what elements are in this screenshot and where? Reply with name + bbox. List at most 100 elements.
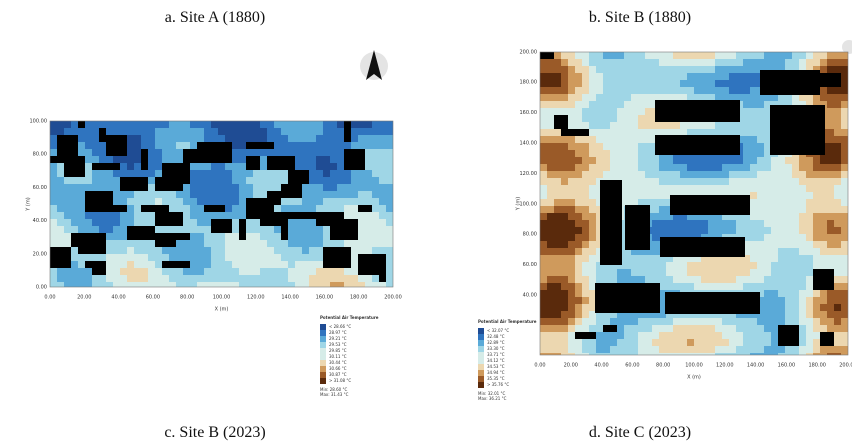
heatmap-cell [323,135,330,142]
heatmap-cell [568,108,575,115]
heatmap-cell [750,192,757,199]
heatmap-cell [694,269,701,276]
heatmap-cell [638,101,645,108]
heatmap-cell [750,80,757,87]
heatmap-cell [316,149,323,156]
heatmap-cell [827,227,834,234]
heatmap-cell [561,94,568,101]
heatmap-cell [715,157,722,164]
heatmap-cell [813,227,820,234]
heatmap-cell [379,184,386,191]
heatmap-cell [267,149,274,156]
heatmap-cell [799,255,806,262]
heatmap-cell [708,80,715,87]
heatmap-cell [386,212,393,219]
heatmap-cell [827,101,834,108]
heatmap-cell [687,283,694,290]
heatmap-cell [260,247,267,254]
heatmap-cell [617,332,624,339]
y-tick-label: 60.00 [523,262,537,268]
heatmap-cell [554,248,561,255]
heatmap-cell [57,219,64,226]
legend-entry: 34.94 °C [487,370,505,375]
heatmap-cell [771,206,778,213]
heatmap-cell [274,184,281,191]
heatmap-cell [274,268,281,275]
heatmap-cell [113,177,120,184]
heatmap-cell [232,121,239,128]
legend-swatch [478,382,484,388]
heatmap-cell [197,282,204,287]
heatmap-cell [575,255,582,262]
heatmap-cell [603,171,610,178]
heatmap-cell [253,247,260,254]
heatmap-cell [344,212,351,219]
heatmap-cell [148,212,155,219]
heatmap-cell [92,226,99,233]
heatmap-cell [197,268,204,275]
heatmap-cell [358,135,365,142]
heatmap-cell [302,184,309,191]
heatmap-cell [204,247,211,254]
heatmap-cell [645,52,652,59]
heatmap-cell [295,226,302,233]
heatmap-cell [827,87,834,94]
heatmap-cell [295,268,302,275]
legend-swatch [478,334,484,340]
heatmap-cell [722,87,729,94]
heatmap-cell [687,269,694,276]
heatmap-cell [701,318,708,325]
heatmap-cell [323,226,330,233]
heatmap-cell [344,184,351,191]
heatmap-cell [372,170,379,177]
heatmap-cell [351,135,358,142]
heatmap-cell [729,185,736,192]
x-tick-label: 60.00 [146,295,160,301]
heatmap-cell [589,178,596,185]
heatmap-cell [323,198,330,205]
heatmap-cell [638,94,645,101]
heatmap-cell [729,157,736,164]
heatmap-cell [624,178,631,185]
heatmap-cell [162,149,169,156]
heatmap-cell [666,73,673,80]
heatmap-cell [316,240,323,247]
heatmap-cell [190,184,197,191]
heatmap-cell [57,282,64,287]
heatmap-cell [680,262,687,269]
heatmap-cell [337,268,344,275]
x-tick-label: 0.00 [44,295,55,301]
heatmap-cell [190,170,197,177]
heatmap-cell [379,121,386,128]
heatmap-cell [827,171,834,178]
heatmap-cell [624,171,631,178]
heatmap-cell [645,339,652,346]
heatmap-cell [99,226,106,233]
heatmap-cell [295,149,302,156]
heatmap-cell [540,311,547,318]
heatmap-cell [561,297,568,304]
heatmap-cell [85,254,92,261]
heatmap-cell [204,254,211,261]
heatmap-cell [316,198,323,205]
heatmap-cell [246,128,253,135]
heatmap-cell [218,191,225,198]
heatmap-cell [127,240,134,247]
heatmap-cell [841,129,848,136]
heatmap-cell [379,163,386,170]
heatmap-cell [673,129,680,136]
heatmap-cell [295,198,302,205]
heatmap-cell [50,184,57,191]
heatmap-cell [561,346,568,353]
heatmap-cell [190,177,197,184]
legend-swatch [320,354,326,360]
heatmap-cell [561,262,568,269]
heatmap-cell [148,219,155,226]
heatmap-cell [652,255,659,262]
heatmap-cell [834,227,841,234]
heatmap-cell [820,66,827,73]
heatmap-cell [764,213,771,220]
heatmap-cell [722,220,729,227]
heatmap-cell [302,282,309,287]
heatmap-cell [78,177,85,184]
